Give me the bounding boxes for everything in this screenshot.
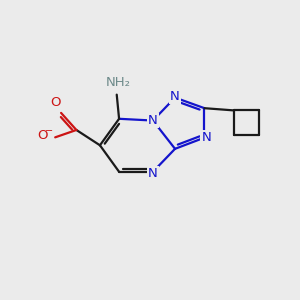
Text: N: N [201, 131, 211, 144]
Text: N: N [148, 167, 158, 180]
Text: NH₂: NH₂ [105, 76, 130, 89]
Text: N: N [148, 114, 158, 127]
Text: −: − [45, 126, 53, 136]
Text: N: N [170, 90, 180, 103]
Text: O: O [50, 96, 61, 109]
Text: O: O [38, 129, 48, 142]
